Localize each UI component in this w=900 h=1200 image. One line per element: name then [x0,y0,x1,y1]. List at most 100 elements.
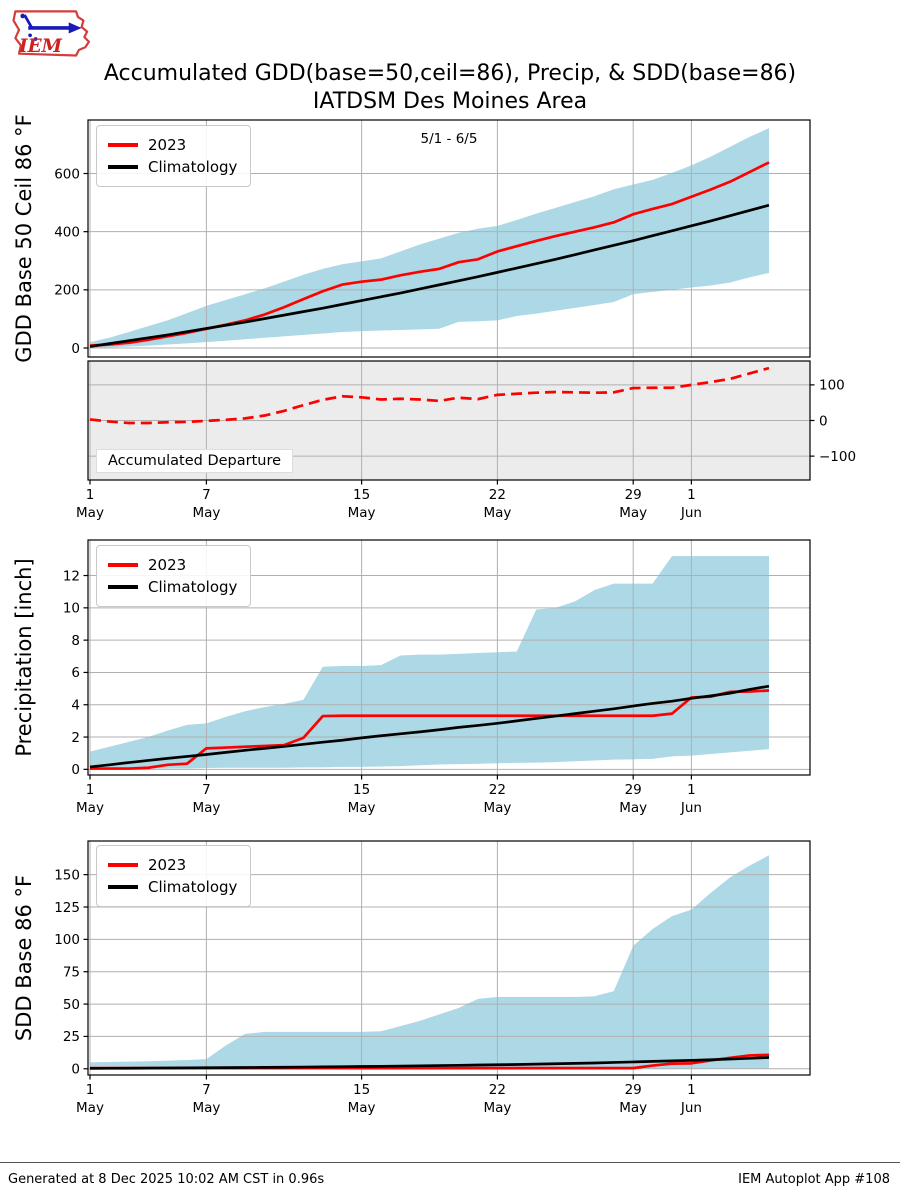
x-tick-month-label: Jun [680,505,702,521]
x-tick-day-label: 22 [489,1082,506,1098]
x-tick-day-label: 15 [353,1082,370,1098]
x-tick-day-label: 15 [353,487,370,503]
x-tick-month-label: May [192,1100,220,1116]
precipitation-series-line [90,689,770,770]
x-tick-day-label: 7 [202,487,211,503]
x-tick-month-label: May [192,800,220,816]
iem-logo: IEM [12,10,91,57]
precipitation-series-line [89,684,770,769]
generated-timestamp: Generated at 8 Dec 2025 10:02 AM CST in … [8,1172,325,1187]
footer-divider [0,1162,900,1163]
x-tick-month-label: May [483,1100,511,1116]
y-tick-label: 0 [819,413,828,429]
departure-panel-label: Accumulated Departure [96,449,294,473]
y-tick-label: 2 [71,730,80,746]
y-tick-label: 12 [63,568,80,584]
x-tick-month-label: May [76,505,104,521]
x-tick-day-label: 1 [86,1082,95,1098]
y-tick-label: 125 [54,900,80,916]
x-tick-month-label: May [348,1100,376,1116]
black-line-swatch-icon [108,885,138,889]
y-tick-label: 0 [71,1062,80,1078]
x-tick-day-label: 15 [353,782,370,798]
legend-entry-climatology: Climatology [108,876,237,898]
y-tick-label: 6 [71,665,80,681]
y-tick-label: −100 [819,449,856,465]
sdd-accumulation-series-line [89,1056,770,1070]
y-tick-label: 0 [71,762,80,778]
gdd-departure-series-line [89,366,770,425]
y-tick-label: 400 [54,224,80,240]
x-tick-month-label: May [483,505,511,521]
x-tick-month-label: May [619,1100,647,1116]
sdd-legend: 2023 Climatology [96,845,252,907]
x-tick-day-label: 1 [687,782,696,798]
y-tick-label: 150 [54,867,80,883]
y-tick-label: 200 [54,283,80,299]
app-credit: IEM Autoplot App #108 [738,1172,890,1187]
x-tick-day-label: 1 [86,487,95,503]
precipitation-ylabel: Precipitation [inch] [12,558,36,756]
black-line-swatch-icon [108,585,138,589]
legend-label: Climatology [148,878,238,896]
legend-label: Climatology [148,158,238,176]
x-tick-day-label: 29 [625,1082,642,1098]
y-tick-label: 4 [71,698,80,714]
x-tick-month-label: May [192,505,220,521]
y-tick-label: 600 [54,166,80,182]
x-tick-day-label: 1 [687,487,696,503]
figure-title: Accumulated GDD(base=50,ceil=86), Precip… [0,60,900,116]
precipitation-frame [87,539,811,776]
legend-entry-climatology: Climatology [108,576,237,598]
gdd-accumulation-series-line [89,203,770,348]
red-line-swatch-icon [108,563,138,567]
y-tick-label: 25 [63,1029,80,1045]
x-tick-month-label: Jun [680,1100,702,1116]
x-tick-month-label: May [619,800,647,816]
red-line-swatch-icon [108,143,138,147]
red-line-swatch-icon [108,863,138,867]
x-tick-month-label: May [76,800,104,816]
legend-label: Climatology [148,578,238,596]
x-tick-day-label: 29 [625,782,642,798]
x-tick-day-label: 29 [625,487,642,503]
legend-label: 2023 [148,136,187,154]
x-tick-day-label: 1 [86,782,95,798]
x-tick-day-label: 22 [489,487,506,503]
sdd-accumulation-band [90,855,769,1069]
y-tick-label: 75 [63,965,80,981]
x-tick-day-label: 1 [687,1082,696,1098]
y-tick-label: 0 [71,341,80,357]
x-tick-month-label: May [348,505,376,521]
legend-entry-climatology: Climatology [108,156,237,178]
legend-label: 2023 [148,556,187,574]
sdd-accumulation-ylabel: SDD Base 86 °F [12,875,36,1041]
y-tick-label: 50 [63,997,80,1013]
logo-text: IEM [18,36,63,57]
x-tick-day-label: 7 [202,782,211,798]
y-tick-label: 8 [71,633,80,649]
legend-entry-2023: 2023 [108,134,237,156]
legend-label: 2023 [148,856,187,874]
date-range-annotation: 5/1 - 6/5 [420,131,478,147]
title-line-1: Accumulated GDD(base=50,ceil=86), Precip… [103,61,797,86]
x-tick-day-label: 7 [202,1082,211,1098]
y-tick-label: 100 [54,932,80,948]
x-tick-month-label: Jun [680,800,702,816]
sdd-accumulation-frame [87,840,811,1076]
x-tick-month-label: May [483,800,511,816]
x-tick-month-label: May [348,800,376,816]
y-tick-label: 10 [63,601,80,617]
gdd-accumulation-ylabel: GDD Base 50 Ceil 86 °F [12,114,36,362]
legend-entry-2023: 2023 [108,854,237,876]
y-tick-label: 100 [819,378,845,394]
title-line-2: IATDSM Des Moines Area [312,89,588,114]
precip-legend: 2023 Climatology [96,545,252,607]
gdd-legend: 2023 Climatology [96,125,252,187]
black-line-swatch-icon [108,165,138,169]
iowa-outline-icon [12,10,91,57]
gdd-accumulation-band [90,128,769,348]
legend-entry-2023: 2023 [108,554,237,576]
